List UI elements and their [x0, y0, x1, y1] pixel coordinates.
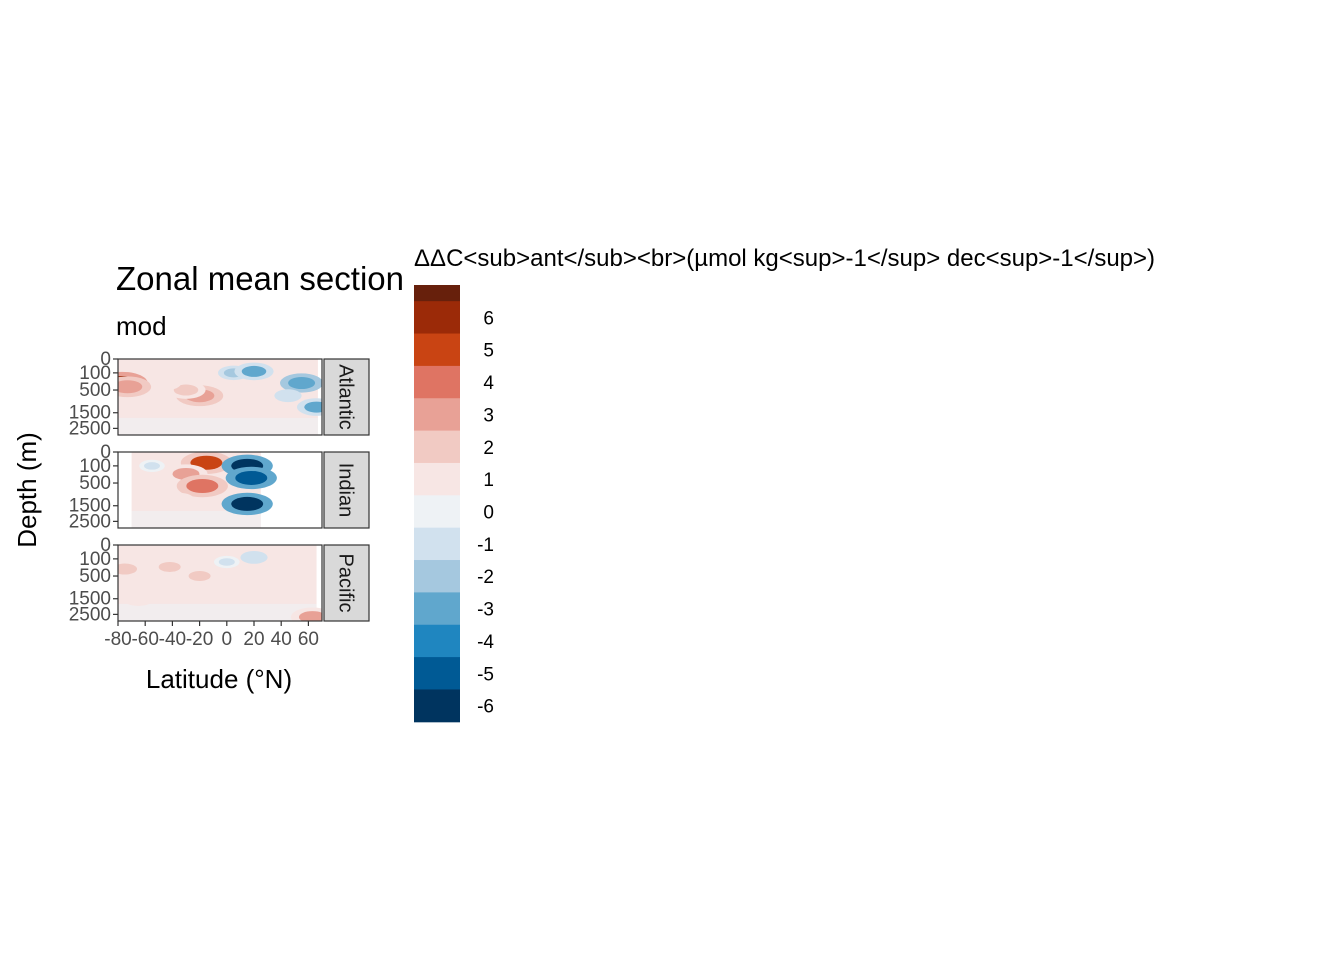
y-tick-label: 2500	[69, 418, 111, 439]
strip-background	[323, 451, 370, 529]
panel-field	[131, 452, 277, 528]
panel-field	[118, 359, 322, 435]
feature-core	[241, 365, 267, 377]
facet-panels: Atlantic010050015002500Indian01005001500…	[69, 349, 370, 625]
panel-border	[117, 451, 323, 529]
x-axis: -80 -60 -40 -20 0 20 40 60	[104, 621, 319, 650]
x-tick-label: -60	[131, 629, 158, 650]
field-deep	[131, 510, 261, 528]
feature-core	[188, 571, 211, 582]
feature-core	[128, 594, 149, 604]
y-tick-label: 100	[79, 549, 111, 570]
feature-core	[186, 478, 219, 493]
legend-label: -1	[477, 535, 494, 556]
y-tick-label: 2500	[69, 604, 111, 625]
feature-core	[173, 384, 199, 396]
legend-label: -6	[477, 697, 494, 718]
legend-swatch	[414, 657, 460, 690]
legend-label: 3	[483, 405, 494, 426]
y-tick-label: 100	[79, 456, 111, 477]
legend-swatch	[414, 301, 460, 335]
legend-label: 1	[483, 470, 494, 491]
y-tick-label: 2500	[69, 511, 111, 532]
y-tick-label: 0	[100, 349, 111, 370]
legend-label: 0	[483, 503, 494, 524]
legend-swatch	[414, 430, 460, 464]
strip-background	[323, 544, 370, 622]
legend-label: -5	[477, 664, 494, 685]
legend-label: 5	[483, 341, 494, 362]
x-axis-label: Latitude (°N)	[146, 664, 292, 694]
x-tick-label: 20	[243, 629, 264, 650]
legend-swatch	[414, 285, 460, 302]
y-tick-label: 1500	[69, 403, 111, 424]
field-deep	[118, 417, 318, 435]
legend-swatch	[414, 398, 460, 432]
legend-swatch	[414, 527, 460, 561]
legend-swatch	[414, 592, 460, 626]
legend-swatch	[414, 462, 460, 496]
feature-core	[155, 378, 176, 388]
feature-core	[245, 553, 263, 562]
strip-label-atlantic: Atlantic	[335, 364, 357, 430]
legend-label: 6	[483, 308, 494, 329]
y-tick-label: 500	[79, 566, 111, 587]
strip-label-pacific: Pacific	[335, 554, 357, 613]
feature-core	[158, 561, 181, 572]
y-tick-label: 500	[79, 473, 111, 494]
legend-swatch	[414, 560, 460, 593]
feature-core	[231, 496, 264, 511]
legend-label: -2	[477, 567, 494, 588]
y-tick-label: 1500	[69, 496, 111, 517]
legend-swatch	[414, 624, 460, 658]
feature-core	[118, 563, 138, 575]
x-tick-label: -80	[104, 629, 131, 650]
feature-core	[288, 377, 316, 390]
feature-core	[218, 558, 235, 566]
y-tick-label: 500	[79, 380, 111, 401]
feature-core	[298, 611, 322, 621]
feature-core	[118, 380, 143, 394]
y-tick-label: 1500	[69, 589, 111, 610]
feature-core	[169, 495, 189, 505]
feature-core	[144, 462, 160, 470]
chart-title: Zonal mean section	[116, 260, 404, 297]
panel-field	[118, 545, 322, 621]
x-tick-label: -40	[159, 629, 186, 650]
feature-core	[235, 470, 268, 485]
feature-core	[304, 401, 322, 413]
legend-title: ΔΔC<sub>ant</sub><br>(µmol kg<sup>-1</su…	[414, 245, 1155, 272]
y-axis-label: Depth (m)	[12, 432, 42, 548]
x-tick-label: 60	[298, 629, 319, 650]
feature-core	[279, 391, 297, 400]
y-tick-label: 0	[100, 535, 111, 556]
y-tick-label: 0	[100, 442, 111, 463]
x-tick-label: 40	[271, 629, 292, 650]
x-tick-label: -20	[186, 629, 213, 650]
panel-border	[117, 358, 323, 436]
legend-label: -3	[477, 600, 494, 621]
strip-label-indian: Indian	[335, 463, 357, 518]
legend-swatch	[414, 365, 460, 399]
strip-background	[323, 358, 370, 436]
panel-border	[117, 544, 323, 622]
color-legend: 6 5 4 3 2 1 0 -1 -2 -3 -4 -5 -6	[414, 285, 494, 723]
x-tick-label: 0	[222, 629, 233, 650]
legend-swatch	[414, 495, 460, 529]
y-tick-label: 100	[79, 363, 111, 384]
field-deep	[118, 603, 317, 621]
legend-swatch	[414, 689, 460, 723]
legend-swatch	[414, 333, 460, 367]
legend-label: 2	[483, 438, 494, 459]
legend-label: -4	[477, 632, 494, 653]
legend-label: 4	[483, 373, 494, 394]
chart-subtitle: mod	[116, 311, 167, 341]
